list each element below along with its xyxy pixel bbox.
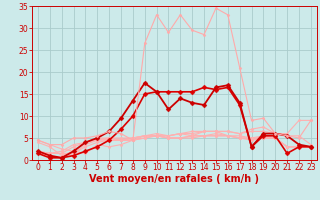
X-axis label: Vent moyen/en rafales ( km/h ): Vent moyen/en rafales ( km/h ) <box>89 174 260 184</box>
